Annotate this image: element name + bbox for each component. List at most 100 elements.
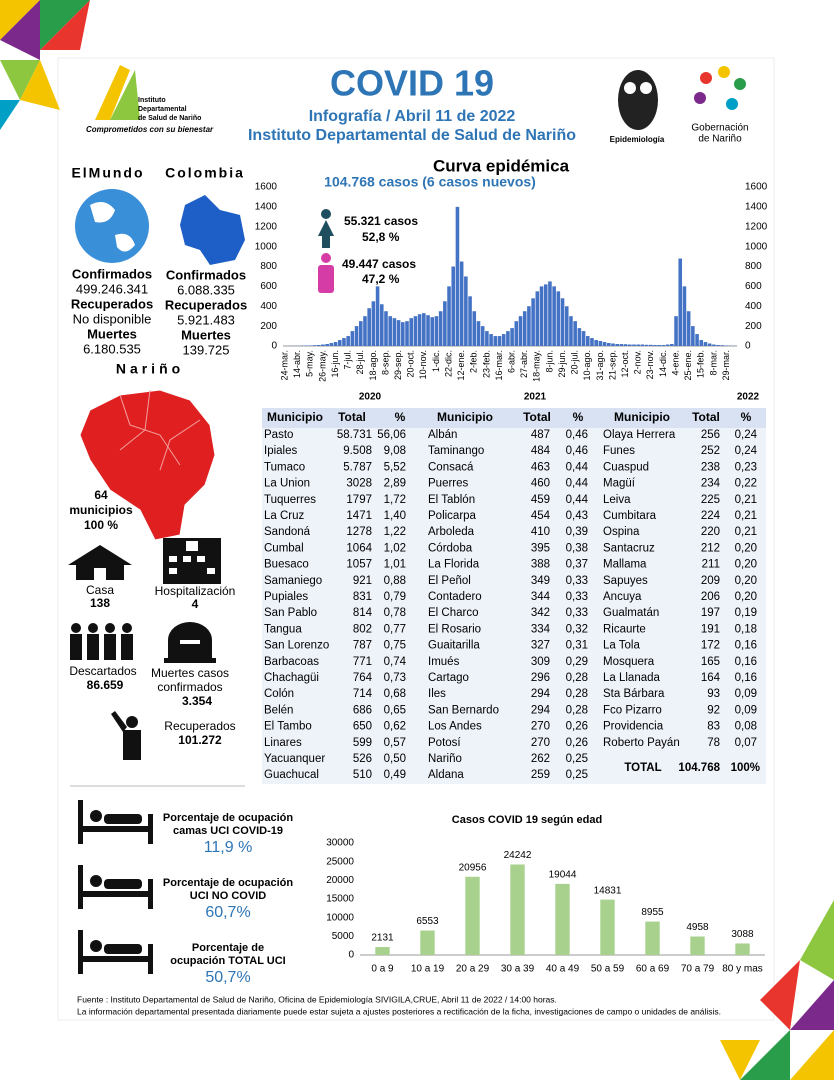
- y-tick-label: 600: [260, 281, 277, 292]
- x-tick-label: 14-abr.: [292, 350, 302, 378]
- female-icon: [321, 209, 331, 219]
- table-header: %: [573, 410, 584, 424]
- occupancy-value: 60,7%: [205, 904, 250, 921]
- municipality: Mallama: [603, 559, 647, 571]
- x-tick-label: 28-jul.: [355, 350, 365, 375]
- table-header: Municipio: [267, 410, 323, 424]
- value-label: 20956: [459, 862, 487, 873]
- bed-frame: [78, 865, 83, 909]
- cases: 197: [701, 607, 720, 619]
- institution: Instituto Departamental de Salud de Nari…: [248, 127, 576, 144]
- value-label: 4958: [686, 922, 709, 933]
- percent: 0,26: [566, 721, 588, 733]
- cases: 270: [531, 721, 550, 733]
- bar: [619, 344, 624, 346]
- municipality: Sapuyes: [603, 575, 648, 587]
- cases: 5.787: [343, 461, 372, 473]
- bar: [375, 286, 380, 346]
- bar: [422, 313, 426, 346]
- logo-right: Gobernación de Nariño: [691, 66, 749, 145]
- bar: [388, 316, 392, 346]
- bar: [459, 261, 464, 346]
- municipality: Mosquera: [603, 656, 655, 668]
- home-value: 138: [90, 596, 110, 610]
- cases: 463: [531, 461, 550, 473]
- municipality: San Pablo: [264, 607, 317, 619]
- cases: 252: [701, 445, 720, 457]
- bar: [501, 334, 506, 346]
- cases: 191: [701, 623, 720, 635]
- recovered-label: Recuperados: [71, 296, 153, 311]
- cases: 487: [531, 429, 550, 441]
- cases: 206: [701, 591, 720, 603]
- percent: 0,33: [566, 607, 588, 619]
- bar: [434, 316, 439, 346]
- percent: 9,08: [384, 445, 406, 457]
- hospital-label: Hospitalización: [155, 584, 236, 598]
- bar: [430, 317, 435, 346]
- bed-person: [90, 875, 102, 887]
- bar: [380, 304, 384, 346]
- narino-heading: Nariño: [116, 361, 184, 377]
- cases: 484: [531, 445, 551, 457]
- deaths-value: 3.354: [182, 694, 212, 708]
- bar: [690, 936, 705, 955]
- municipality: Guachucal: [264, 769, 319, 781]
- bar: [438, 311, 443, 346]
- percent: 0,29: [566, 656, 588, 668]
- percent: 0,26: [566, 737, 588, 749]
- cases: 1057: [346, 559, 372, 571]
- municipality: Olaya Herrera: [603, 429, 676, 441]
- bar: [451, 266, 456, 346]
- x-tick-label: 16-mar.: [494, 350, 504, 381]
- municipality: El Tambo: [264, 721, 312, 733]
- municipalities-count: 64: [94, 488, 108, 502]
- world-heading: ElMundo: [71, 165, 144, 181]
- percent: 0,46: [566, 429, 588, 441]
- table-background: [262, 408, 766, 784]
- bar: [476, 321, 481, 346]
- municipality: La Tola: [603, 640, 640, 652]
- male-icon: [321, 253, 331, 263]
- municipality: Arboleda: [428, 526, 475, 538]
- cases: 1471: [346, 510, 372, 522]
- bar: [674, 316, 678, 346]
- municipality: Ospina: [603, 526, 640, 538]
- municipality: Buesaco: [264, 559, 309, 571]
- percent: 0,18: [735, 623, 757, 635]
- bar: [600, 899, 615, 955]
- bar: [417, 314, 422, 346]
- x-tick-label: 14-dic.: [658, 350, 668, 377]
- bar: [594, 340, 598, 346]
- municipality: Chachagüi: [264, 672, 319, 684]
- bar: [465, 876, 480, 955]
- deaths-label: confirmados: [157, 680, 222, 694]
- bar: [607, 343, 611, 346]
- percent: 0,28: [566, 688, 588, 700]
- x-tick-label: 26-may.: [317, 350, 327, 382]
- logo-text: Departamental: [138, 106, 187, 113]
- municipalities-pct: 100 %: [84, 518, 118, 532]
- x-tick-label: 31-ago.: [595, 350, 605, 381]
- percent: 0,44: [566, 478, 589, 490]
- cases: 334: [531, 623, 551, 635]
- municipality: Leiva: [603, 494, 631, 506]
- percent: 0,16: [735, 656, 757, 668]
- municipality: Aldana: [428, 769, 464, 781]
- x-tick-label: 20 a 29: [456, 964, 490, 975]
- percent: 0,19: [735, 607, 757, 619]
- page-subtitle: Infografía / Abril 11 de 2022: [309, 108, 516, 125]
- colombia-heading: Colombia: [165, 165, 245, 181]
- bar: [611, 343, 615, 346]
- globe-icon: [75, 189, 149, 263]
- bar: [661, 345, 666, 346]
- cases: 344: [531, 591, 551, 603]
- percent: 0,20: [735, 591, 757, 603]
- bar: [522, 311, 527, 346]
- bar: [316, 345, 321, 346]
- year-label: 2022: [737, 392, 760, 403]
- bar: [653, 345, 657, 346]
- y-tick-label: 20000: [326, 875, 354, 886]
- bar: [531, 298, 535, 346]
